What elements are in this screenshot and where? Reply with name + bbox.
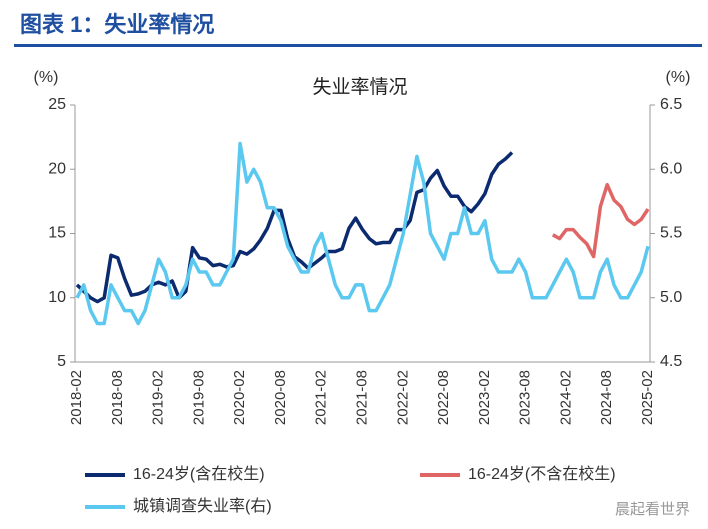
watermark: 晨起看世界	[615, 501, 690, 518]
y-tick-label: 20	[48, 160, 66, 177]
x-tick-label: 2020-02	[231, 370, 248, 425]
x-tick-label: 2018-08	[109, 370, 126, 425]
header-rule	[14, 44, 702, 47]
legend-label: 16-24岁(含在校生)	[133, 465, 265, 483]
x-tick-label: 2025-02	[639, 370, 656, 425]
y-tick-label: 25	[48, 96, 66, 113]
header-title: 图表 1：失业率情况	[20, 12, 214, 37]
x-tick-label: 2021-02	[313, 370, 330, 425]
x-tick-label: 2024-08	[598, 370, 615, 425]
x-tick-label: 2023-02	[476, 370, 493, 425]
y-tick-label: 5	[57, 353, 66, 370]
x-tick-label: 2023-08	[517, 370, 534, 425]
x-tick-label: 2022-08	[435, 370, 452, 425]
y2-tick-label: 6.5	[660, 96, 682, 113]
series-line	[75, 141, 650, 326]
legend-label: 城镇调查失业率(右)	[133, 497, 272, 515]
series-line	[75, 151, 514, 304]
y-tick-label: 10	[48, 289, 66, 306]
x-tick-label: 2019-08	[190, 370, 207, 425]
y2-tick-label: 5.0	[660, 289, 682, 306]
y2-axis-label: (%)	[666, 69, 691, 86]
x-tick-label: 2020-08	[272, 370, 289, 425]
y2-tick-label: 4.5	[660, 353, 682, 370]
x-tick-label: 2018-02	[68, 370, 85, 425]
series-line	[551, 182, 650, 259]
x-tick-label: 2021-08	[353, 370, 370, 425]
legend-label: 16-24岁(不含在校生)	[468, 465, 616, 483]
y2-tick-label: 5.5	[660, 225, 682, 242]
x-tick-label: 2024-02	[557, 370, 574, 425]
x-tick-label: 2019-02	[150, 370, 167, 425]
y-tick-label: 15	[48, 225, 66, 242]
chart-title: 失业率情况	[312, 76, 407, 98]
y-axis-label: (%)	[34, 69, 59, 86]
x-tick-label: 2022-02	[394, 370, 411, 425]
y2-tick-label: 6.0	[660, 160, 682, 177]
